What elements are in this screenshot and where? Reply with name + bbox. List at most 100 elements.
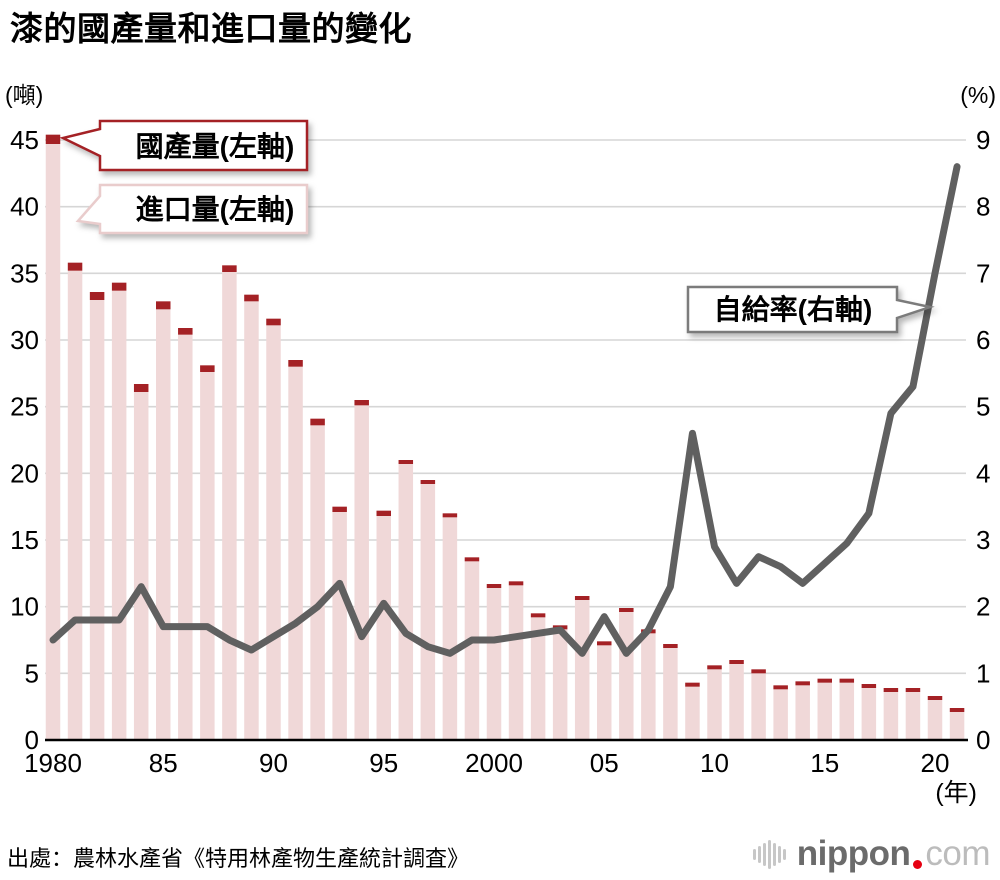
soundwave-icon — [752, 839, 788, 869]
import-bar-2019 — [905, 692, 921, 740]
import-bar-2000 — [486, 588, 502, 740]
import-bar-1991 — [288, 366, 303, 740]
domestic-cap-2001 — [508, 581, 524, 586]
left-tick-45: 45 — [10, 125, 39, 155]
import-bar-2010 — [707, 669, 722, 740]
import-bar-2016 — [839, 682, 855, 740]
right-tick-3: 3 — [976, 525, 990, 555]
nippon-logo: nippon com — [752, 832, 990, 876]
x-tick-2000: 2000 — [465, 748, 523, 778]
domestic-cap-2012 — [751, 669, 766, 674]
import-bar-1981 — [67, 270, 83, 740]
logo-text-com: com — [925, 834, 990, 873]
import-bar-1999 — [464, 561, 480, 740]
self-sufficiency-line — [49, 163, 961, 657]
source-note: 出處：農林水產省《特用林產物生產統計調査》 — [7, 846, 470, 871]
import-bar-2012 — [751, 673, 766, 740]
domestic-cap-1999 — [464, 557, 480, 562]
domestic-cap-1982 — [89, 292, 105, 300]
right-tick-8: 8 — [976, 192, 990, 222]
legend-callout-rate — [686, 285, 935, 334]
domestic-cap-2021 — [949, 708, 965, 712]
domestic-cap-2009 — [685, 682, 700, 687]
domestic-cap-1997 — [420, 480, 436, 484]
domestic-cap-2008 — [663, 644, 678, 648]
domestic-cap-2013 — [773, 685, 788, 690]
import-bar-2004 — [574, 600, 590, 740]
domestic-cap-1981 — [67, 262, 83, 271]
import-bar-1985 — [156, 309, 171, 740]
import-bar-1998 — [442, 517, 458, 740]
chart-title: 漆的國產量和進口量的變化 — [10, 10, 412, 47]
x-tick-1980: 1980 — [24, 748, 82, 778]
domestic-cap-2014 — [795, 681, 810, 686]
x-tick-15: 15 — [810, 748, 839, 778]
domestic-cap-2011 — [729, 660, 744, 664]
right-tick-4: 4 — [976, 458, 990, 488]
import-bar-2003 — [552, 629, 568, 740]
domestic-cap-2006 — [619, 608, 634, 612]
domestic-cap-2000 — [486, 584, 502, 588]
right-axis-unit: (%) — [960, 82, 996, 108]
import-bar-1982 — [89, 300, 105, 740]
domestic-cap-1991 — [288, 360, 303, 367]
import-bar-1983 — [111, 290, 127, 740]
import-bar-2021 — [949, 712, 965, 740]
domestic-cap-2015 — [817, 678, 832, 683]
domestic-cap-2004 — [574, 596, 590, 600]
import-bar-2011 — [729, 664, 744, 740]
import-bar-1996 — [398, 464, 414, 740]
domestic-cap-2019 — [905, 688, 921, 692]
x-tick-85: 85 — [149, 748, 178, 778]
right-tick-1: 1 — [976, 658, 990, 688]
legend-callout-domestic — [59, 119, 309, 172]
left-tick-40: 40 — [10, 192, 39, 222]
logo-text-nippon: nippon — [796, 834, 911, 873]
domestic-cap-1996 — [398, 460, 414, 464]
soundwave-bar-5 — [777, 845, 781, 863]
domestic-cap-1995 — [376, 510, 391, 516]
left-tick-25: 25 — [10, 392, 39, 422]
domestic-cap-1988 — [222, 265, 237, 272]
import-bar-2007 — [641, 633, 656, 740]
import-bar-2020 — [927, 700, 943, 740]
x-axis-unit: (年) — [935, 779, 977, 807]
import-bar-2014 — [795, 685, 810, 740]
domestic-cap-2020 — [927, 696, 943, 700]
left-tick-30: 30 — [10, 325, 39, 355]
x-tick-90: 90 — [259, 748, 288, 778]
legend-callout-domestic-label: 國產量(左軸) — [136, 130, 295, 162]
domestic-cap-1986 — [178, 328, 193, 335]
domestic-cap-2010 — [707, 665, 722, 670]
legend-callout-imports-label: 進口量(左軸) — [136, 194, 295, 225]
soundwave-bar-1 — [757, 845, 761, 863]
import-bar-1987 — [200, 372, 215, 740]
x-tick-20: 20 — [921, 748, 950, 778]
domestic-cap-1994 — [354, 400, 369, 406]
import-bar-2005 — [597, 645, 612, 740]
domestic-cap-2017 — [861, 684, 877, 688]
soundwave-bar-4 — [772, 842, 776, 866]
domestic-cap-1987 — [200, 365, 215, 372]
right-tick-5: 5 — [976, 392, 990, 422]
domestic-cap-1985 — [156, 301, 171, 310]
domestic-cap-2018 — [883, 688, 899, 692]
import-bar-1989 — [244, 301, 259, 740]
domestic-cap-1983 — [111, 282, 127, 291]
x-tick-05: 05 — [590, 748, 619, 778]
x-tick-95: 95 — [369, 748, 398, 778]
domestic-cap-1998 — [442, 513, 458, 518]
right-tick-0: 0 — [976, 725, 990, 755]
domestic-cap-1989 — [244, 294, 259, 302]
import-bar-1988 — [222, 272, 237, 740]
left-tick-5: 5 — [25, 658, 39, 688]
left-tick-10: 10 — [10, 592, 39, 622]
import-bar-2018 — [883, 692, 899, 740]
import-bar-2015 — [817, 682, 832, 740]
left-tick-20: 20 — [10, 458, 39, 488]
domestic-cap-1992 — [310, 418, 325, 426]
left-tick-35: 35 — [10, 258, 39, 288]
right-tick-2: 2 — [976, 592, 990, 622]
